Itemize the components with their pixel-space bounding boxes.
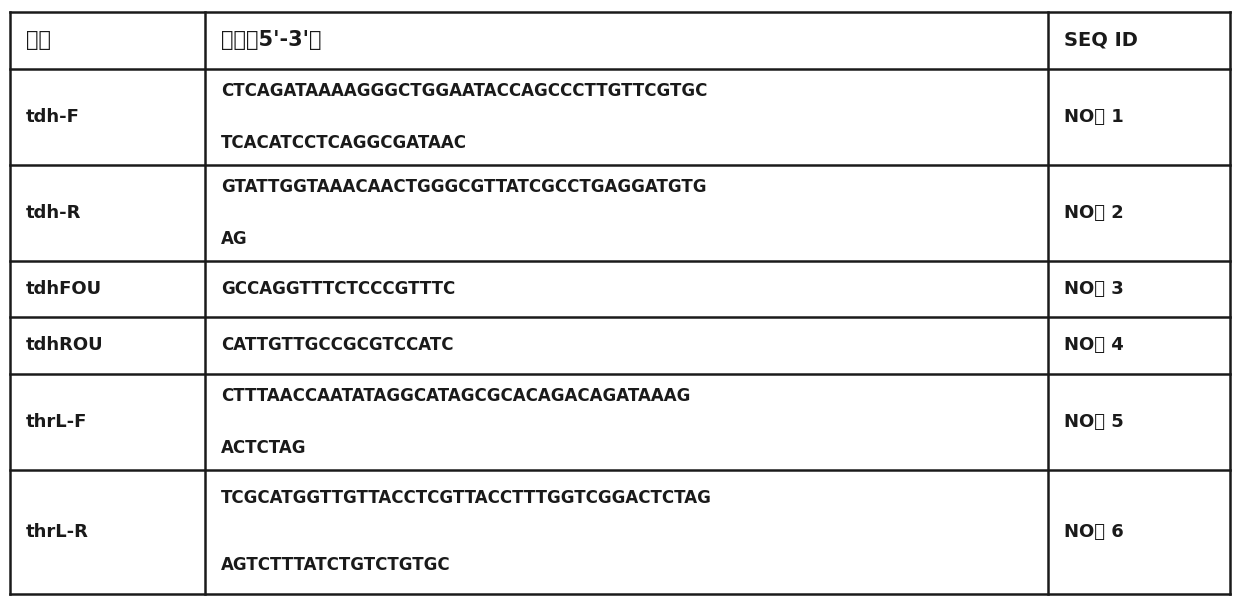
Text: 名称: 名称 [26,30,51,50]
Text: 序列（5'-3'）: 序列（5'-3'） [221,30,321,50]
Text: GTATTGGTAAACAACTGGGCGTTATCGCCTGAGGATGTG: GTATTGGTAAACAACTGGGCGTTATCGCCTGAGGATGTG [221,178,707,196]
Text: GCCAGGTTTCTCCCGTTTC: GCCAGGTTTCTCCCGTTTC [221,280,455,298]
Text: NO： 3: NO： 3 [1064,280,1123,298]
Text: tdhROU: tdhROU [26,336,104,355]
Text: AG: AG [221,230,247,248]
Text: NO： 6: NO： 6 [1064,523,1123,541]
Text: thrL-R: thrL-R [26,523,89,541]
Text: NO： 5: NO： 5 [1064,413,1123,431]
Text: thrL-F: thrL-F [26,413,87,431]
Text: tdhFOU: tdhFOU [26,280,102,298]
Text: TCACATCCTCAGGCGATAAC: TCACATCCTCAGGCGATAAC [221,133,466,152]
Text: CATTGTTGCCGCGTCCATC: CATTGTTGCCGCGTCCATC [221,336,454,355]
Text: CTCAGATAAAAGGGCTGGAATACCAGCCCTTGTTCGTGC: CTCAGATAAAAGGGCTGGAATACCAGCCCTTGTTCGTGC [221,82,707,99]
Text: tdh-R: tdh-R [26,204,82,222]
Text: ACTCTAG: ACTCTAG [221,439,306,456]
Text: SEQ ID: SEQ ID [1064,31,1138,50]
Text: NO： 2: NO： 2 [1064,204,1123,222]
Text: NO： 4: NO： 4 [1064,336,1123,355]
Text: TCGCATGGTTGTTACCTCGTTACCTTTGGTCGGACTCTAG: TCGCATGGTTGTTACCTCGTTACCTTTGGTCGGACTCTAG [221,489,712,507]
Text: tdh-F: tdh-F [26,108,79,125]
Text: NO： 1: NO： 1 [1064,108,1123,125]
Text: AGTCTTTATCTGTCTGTGC: AGTCTTTATCTGTCTGTGC [221,556,450,574]
Text: CTTTAACCAATATAGGCATAGCGCACAGACAGATAAAG: CTTTAACCAATATAGGCATAGCGCACAGACAGATAAAG [221,387,691,405]
